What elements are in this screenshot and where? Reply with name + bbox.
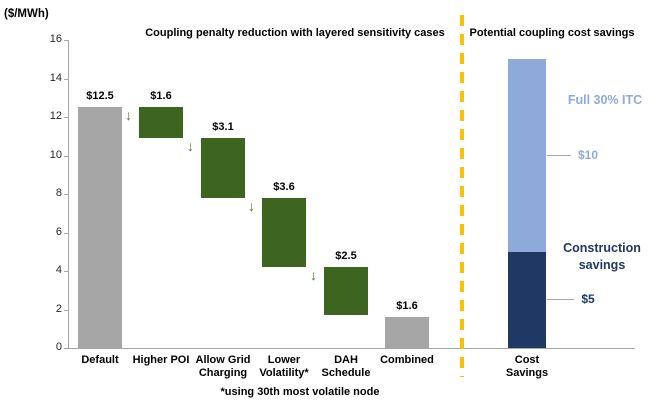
y-axis-tick	[64, 271, 68, 272]
x-category-label: Higher POI	[132, 354, 190, 366]
stacked-bar-segment	[508, 252, 546, 348]
x-category-label: Cost Savings	[505, 354, 549, 379]
y-tick-label: 0	[55, 341, 62, 353]
x-category-label: Allow Grid Charging	[195, 354, 251, 379]
x-category-label: DAH Schedule	[321, 354, 371, 379]
y-tick-label: 16	[49, 33, 62, 45]
itc-leader-line	[547, 155, 571, 156]
left-chart-title: Coupling penalty reduction with layered …	[145, 27, 445, 39]
bar-value-label: $12.5	[86, 90, 114, 102]
y-tick-label: 8	[55, 187, 62, 199]
divider-dashed-line	[460, 15, 464, 377]
waterfall-bar	[262, 198, 306, 267]
y-axis-line	[68, 40, 69, 348]
y-tick-label: 6	[55, 226, 62, 238]
y-axis-tick	[64, 348, 68, 349]
y-axis-tick	[64, 194, 68, 195]
y-tick-label: 10	[49, 149, 62, 161]
y-axis-title: ($/MWh)	[4, 8, 49, 20]
x-axis-line	[68, 348, 635, 349]
decrease-arrow-icon: ↓	[248, 198, 255, 214]
stacked-bar-segment	[508, 59, 546, 252]
y-tick-label: 12	[49, 110, 62, 122]
bar-value-label: $3.6	[273, 181, 295, 193]
y-axis-tick	[64, 310, 68, 311]
bar-value-label: $1.6	[396, 300, 418, 312]
construction-value-label: $5	[581, 292, 595, 306]
construction-segment-label: Construction savings	[563, 241, 641, 272]
y-tick-label: 2	[55, 303, 62, 315]
y-axis-tick	[64, 156, 68, 157]
decrease-arrow-icon: ↓	[310, 267, 317, 283]
itc-segment-label: Full 30% ITC	[567, 93, 643, 107]
construction-leader-line	[547, 299, 574, 300]
x-category-label: Combined	[380, 354, 434, 366]
x-category-label: Default	[81, 354, 119, 366]
right-chart-title: Potential coupling cost savings	[469, 27, 635, 39]
waterfall-bar	[385, 317, 429, 348]
bar-value-label: $2.5	[335, 250, 357, 262]
y-axis-tick	[64, 117, 68, 118]
footnote: *using 30th most volatile node	[220, 386, 380, 398]
decrease-arrow-icon: ↓	[125, 107, 132, 123]
y-axis-tick	[64, 40, 68, 41]
waterfall-bar	[201, 138, 245, 198]
decrease-arrow-icon: ↓	[187, 138, 194, 154]
y-tick-label: 14	[49, 72, 62, 84]
bar-value-label: $3.1	[212, 121, 234, 133]
y-axis-tick	[64, 79, 68, 80]
waterfall-bar	[139, 107, 183, 138]
x-category-label: Lower Volatility*	[259, 354, 309, 379]
waterfall-bar	[78, 107, 122, 348]
y-axis-tick	[64, 233, 68, 234]
waterfall-bar	[324, 267, 368, 315]
y-tick-label: 4	[55, 264, 62, 276]
bar-value-label: $1.6	[150, 90, 172, 102]
itc-value-label: $10	[577, 148, 599, 162]
